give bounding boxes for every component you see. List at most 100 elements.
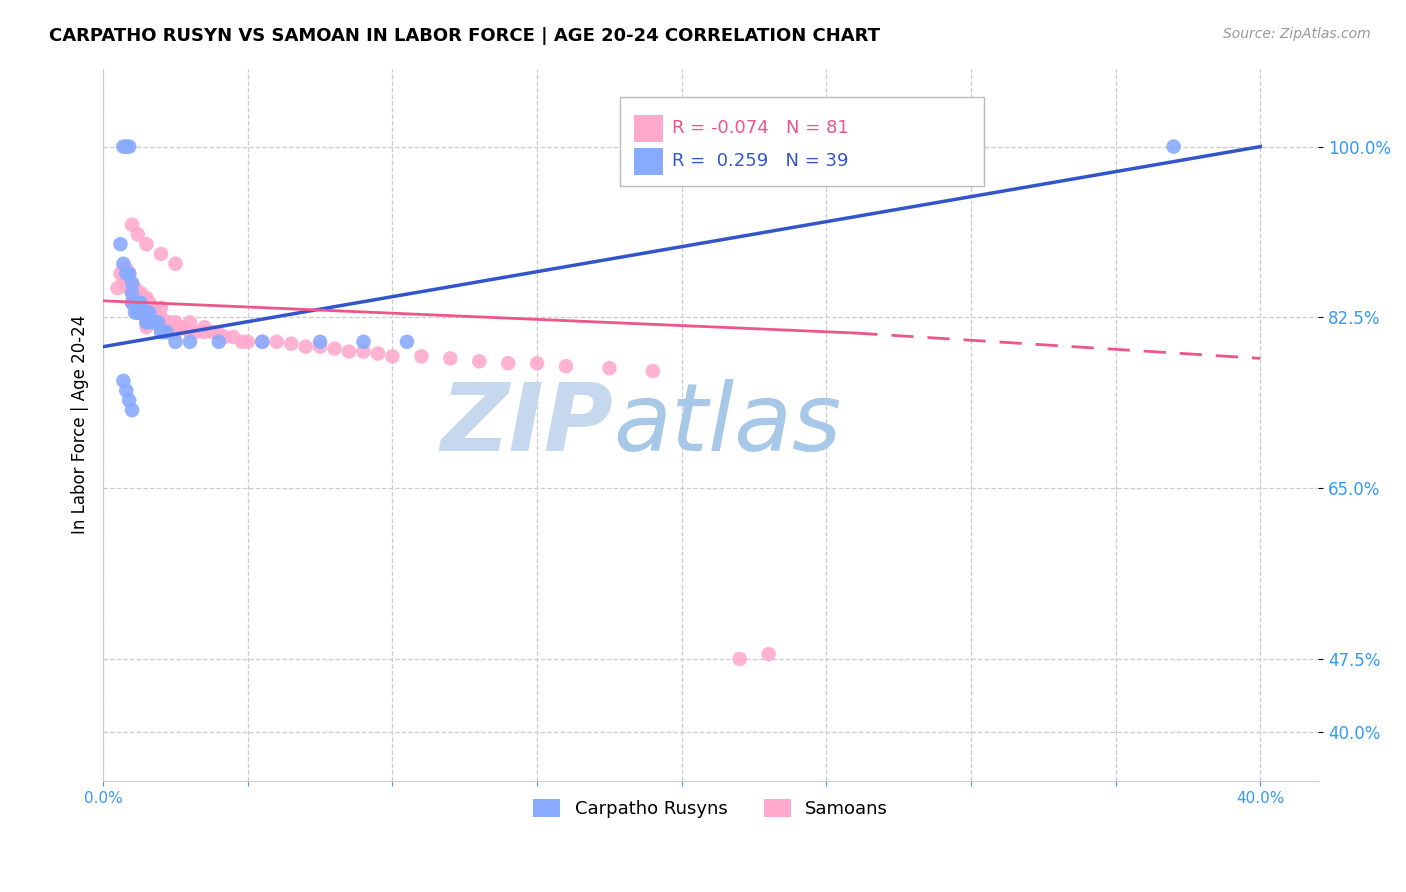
Point	[112, 374, 135, 388]
Point	[323, 342, 346, 356]
Point	[146, 315, 169, 329]
Text: Source: ZipAtlas.com: Source: ZipAtlas.com	[1223, 27, 1371, 41]
Point	[496, 356, 519, 370]
Point	[115, 271, 138, 285]
Point	[121, 277, 143, 291]
Point	[127, 285, 149, 300]
Point	[135, 315, 157, 329]
Point	[150, 247, 173, 261]
Point	[165, 325, 187, 339]
Point	[193, 325, 215, 339]
Point	[129, 295, 152, 310]
Point	[118, 393, 141, 408]
Point	[150, 325, 173, 339]
Point	[153, 325, 176, 339]
Point	[118, 139, 141, 153]
Point	[124, 291, 146, 305]
Point	[135, 320, 157, 334]
Point	[353, 334, 375, 349]
Point	[162, 320, 184, 334]
Point	[138, 305, 160, 319]
Point	[143, 315, 166, 329]
Point	[127, 227, 149, 242]
Text: ZIP: ZIP	[440, 379, 613, 471]
Point	[135, 315, 157, 329]
Y-axis label: In Labor Force | Age 20-24: In Labor Force | Age 20-24	[72, 315, 89, 534]
Point	[118, 281, 141, 295]
Point	[141, 315, 163, 329]
Point	[150, 310, 173, 325]
Point	[135, 301, 157, 315]
Point	[127, 295, 149, 310]
Point	[115, 384, 138, 398]
Point	[231, 334, 253, 349]
Point	[124, 295, 146, 310]
Point	[236, 334, 259, 349]
Point	[150, 301, 173, 315]
Point	[124, 305, 146, 319]
Point	[112, 257, 135, 271]
Point	[381, 350, 404, 364]
Point	[121, 218, 143, 232]
Point	[135, 291, 157, 305]
Point	[179, 315, 201, 329]
FancyBboxPatch shape	[634, 147, 664, 175]
Point	[598, 361, 620, 376]
Point	[150, 320, 173, 334]
Point	[121, 295, 143, 310]
Point	[156, 315, 179, 329]
Point	[208, 326, 231, 341]
Point	[280, 336, 302, 351]
Point	[129, 285, 152, 300]
Point	[107, 281, 129, 295]
Text: R =  0.259   N = 39: R = 0.259 N = 39	[672, 153, 848, 170]
Point	[184, 325, 207, 339]
Point	[112, 139, 135, 153]
Point	[294, 340, 316, 354]
Point	[165, 334, 187, 349]
Point	[141, 301, 163, 315]
Point	[167, 320, 190, 334]
Point	[138, 305, 160, 319]
Point	[118, 267, 141, 281]
Point	[146, 310, 169, 325]
Point	[758, 647, 780, 661]
Point	[118, 267, 141, 281]
Point	[353, 344, 375, 359]
Point	[222, 330, 245, 344]
Point	[555, 359, 578, 374]
Point	[141, 310, 163, 325]
Point	[115, 267, 138, 281]
Point	[165, 257, 187, 271]
Point	[165, 315, 187, 329]
Point	[121, 277, 143, 291]
Text: atlas: atlas	[613, 379, 842, 470]
Point	[179, 334, 201, 349]
Point	[132, 291, 155, 305]
Point	[156, 325, 179, 339]
Point	[411, 350, 433, 364]
Point	[135, 237, 157, 252]
Point	[159, 315, 181, 329]
Point	[132, 301, 155, 315]
Point	[121, 295, 143, 310]
Point	[202, 325, 225, 339]
Text: R = -0.074   N = 81: R = -0.074 N = 81	[672, 120, 849, 137]
Point	[121, 403, 143, 417]
Point	[129, 295, 152, 310]
Point	[208, 334, 231, 349]
Point	[439, 351, 461, 366]
Point	[309, 340, 332, 354]
Point	[135, 310, 157, 325]
Point	[252, 334, 274, 349]
Point	[121, 285, 143, 300]
Point	[367, 346, 389, 360]
FancyBboxPatch shape	[620, 97, 984, 186]
FancyBboxPatch shape	[634, 115, 664, 142]
Point	[193, 320, 215, 334]
Point	[138, 295, 160, 310]
Point	[252, 334, 274, 349]
Point	[121, 285, 143, 300]
Legend: Carpatho Rusyns, Samoans: Carpatho Rusyns, Samoans	[526, 791, 896, 825]
Point	[110, 267, 132, 281]
